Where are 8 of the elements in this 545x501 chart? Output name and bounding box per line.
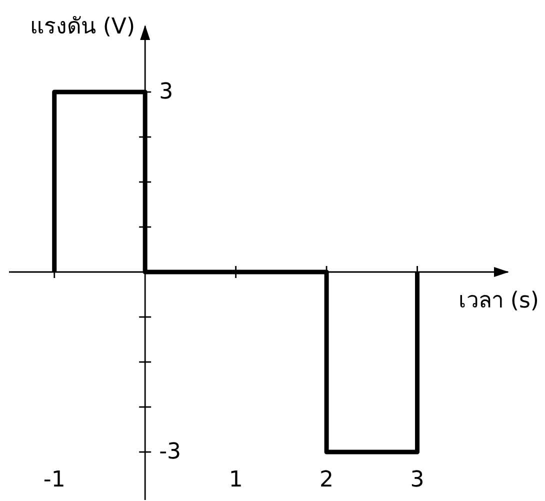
x-tick-label: 2 bbox=[320, 468, 334, 492]
x-axis-title: เวลา (s) bbox=[458, 288, 539, 314]
x-tick-label: 3 bbox=[410, 468, 424, 492]
x-tick-label: -1 bbox=[43, 468, 66, 492]
x-tick-label: 1 bbox=[228, 468, 243, 492]
y-tick-label: -3 bbox=[159, 440, 182, 464]
y-tick-label: 3 bbox=[159, 80, 174, 104]
y-axis-title: แรงดัน (V) bbox=[30, 14, 136, 40]
